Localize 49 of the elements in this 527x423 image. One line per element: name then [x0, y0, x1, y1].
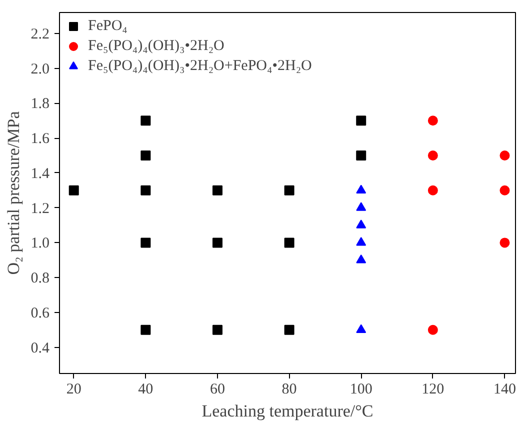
legend-label: FePO₄ — [88, 18, 128, 34]
y-tick-label: 1.4 — [30, 166, 50, 182]
point — [212, 185, 222, 196]
point — [356, 116, 366, 126]
x-axis-title: Leaching temperature/°C — [202, 402, 374, 420]
x-tick-label: 60 — [210, 382, 225, 398]
x-tick-label: 140 — [493, 382, 516, 398]
point — [212, 324, 222, 335]
x-tick-label: 80 — [282, 382, 297, 398]
point — [140, 150, 151, 161]
point — [140, 185, 151, 196]
point — [284, 185, 294, 196]
point — [284, 324, 294, 335]
y-tick-label: 1.0 — [30, 236, 50, 252]
point — [356, 254, 366, 264]
point — [356, 220, 366, 228]
point — [356, 202, 366, 211]
point — [500, 238, 510, 248]
point — [428, 116, 438, 126]
x-tick-label: 100 — [350, 382, 372, 398]
legend-label: Fe₅(PO₄)₄(OH)₃•2H₂O — [88, 38, 224, 54]
point — [140, 238, 151, 248]
point — [284, 238, 294, 248]
point — [428, 185, 438, 196]
y-axis-title: O₂ partial pressure/MPa — [4, 110, 23, 275]
y-tick-label: 1.8 — [30, 96, 50, 112]
y-tick-label: 0.8 — [30, 270, 50, 287]
y-tick-label: 1.2 — [30, 200, 50, 217]
point — [356, 150, 366, 161]
y-tick-label: 0.6 — [30, 305, 50, 322]
legend-label: Fe₅(PO₄)₄(OH)₃•2H₂O+FePO₄•2H₂O — [88, 58, 312, 74]
y-tick-label: 2.2 — [30, 26, 50, 42]
point — [212, 238, 222, 248]
x-tick-label: 120 — [422, 382, 444, 398]
point — [500, 185, 510, 196]
x-tick-label: 20 — [66, 382, 82, 398]
point — [356, 324, 366, 333]
y-tick-label: 0.4 — [30, 340, 50, 356]
point — [428, 324, 438, 335]
point — [140, 116, 151, 126]
y-tick-label: 2.0 — [30, 61, 50, 78]
point — [356, 237, 366, 246]
x-tick-label: 40 — [138, 382, 154, 398]
point — [140, 324, 151, 335]
point — [356, 184, 366, 194]
point — [500, 150, 510, 160]
point — [428, 150, 438, 160]
point — [68, 185, 79, 196]
y-tick-label: 1.6 — [30, 131, 50, 148]
